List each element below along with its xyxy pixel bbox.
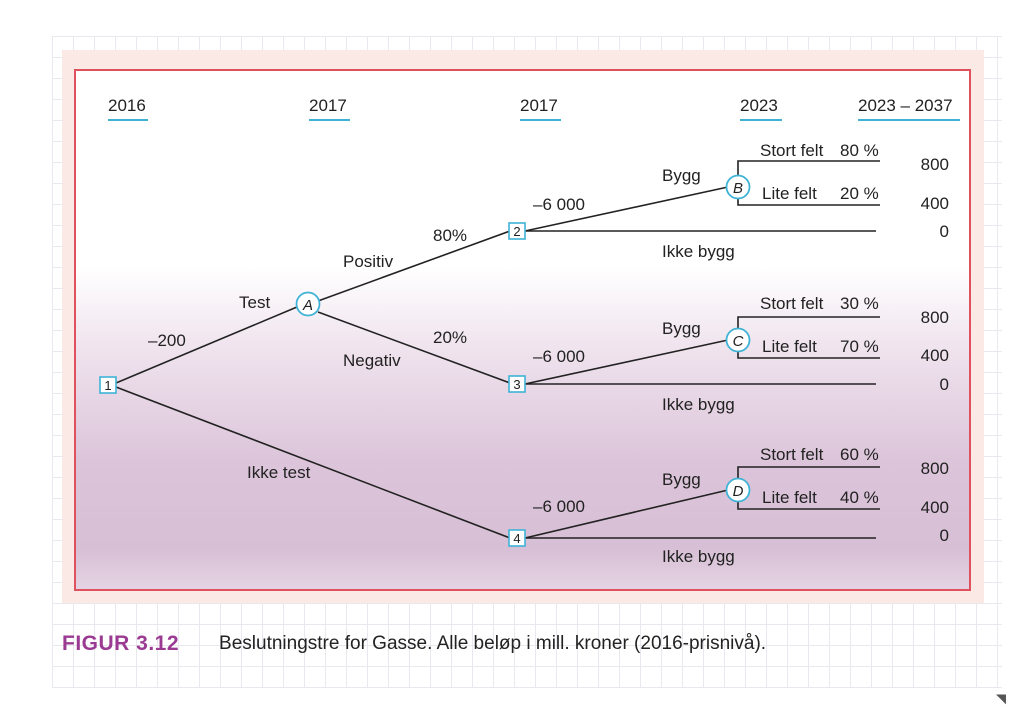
chance-nodes: A B C D: [295, 174, 751, 503]
build-label: Bygg: [662, 470, 701, 489]
payoff-small: 400: [921, 498, 949, 517]
small-field-label: Lite felt: [762, 488, 817, 507]
positive-probability: 80%: [433, 226, 467, 245]
small-field-probability: 20 %: [840, 184, 879, 203]
no-build-label: Ikke bygg: [662, 547, 735, 566]
node-label: 2: [513, 224, 520, 239]
edge-test: [115, 306, 298, 384]
chance-node-a: A: [295, 291, 321, 317]
branch-node-3-labels: –6 000 Bygg Ikke bygg Stort felt 30 % Li…: [533, 294, 949, 414]
no-test-label: Ikke test: [247, 463, 311, 482]
branch-node-4-labels: –6 000 Bygg Ikke bygg Stort felt 60 % Li…: [533, 445, 949, 566]
node-label: C: [733, 333, 744, 350]
node-label: A: [302, 297, 313, 314]
build-cost-label: –6 000: [533, 195, 585, 214]
year-label: 2017: [309, 96, 347, 115]
chance-node-b: B: [725, 174, 751, 200]
year-label: 2023: [740, 96, 778, 115]
edge-big-field: [737, 466, 880, 490]
edge-build: [524, 489, 729, 539]
negative-label: Negativ: [343, 351, 401, 370]
big-field-label: Stort felt: [760, 445, 824, 464]
edge-no-test: [115, 386, 511, 539]
year-label: 2017: [520, 96, 558, 115]
big-field-label: Stort felt: [760, 294, 824, 313]
decision-node-3: 3: [508, 375, 526, 393]
branch-node-2-labels: –6 000 Bygg Ikke bygg Stort felt 80 % Li…: [533, 141, 949, 261]
no-build-label: Ikke bygg: [662, 242, 735, 261]
stage-one-labels: –200 Test Ikke test Positiv Negativ 80% …: [148, 226, 467, 482]
payoff-none: 0: [940, 375, 949, 394]
figure-caption-text: Beslutningstre for Gasse. Alle beløp i m…: [219, 633, 767, 654]
edge-build: [524, 339, 729, 385]
edge-positive: [317, 230, 511, 302]
positive-label: Positiv: [343, 252, 394, 271]
test-cost-label: –200: [148, 331, 186, 350]
payoff-none: 0: [940, 526, 949, 545]
big-field-probability: 60 %: [840, 445, 879, 464]
payoff-big: 800: [921, 459, 949, 478]
small-field-probability: 40 %: [840, 488, 879, 507]
small-field-probability: 70 %: [840, 337, 879, 356]
big-field-label: Stort felt: [760, 141, 824, 160]
small-field-label: Lite felt: [762, 184, 817, 203]
chance-node-d: D: [725, 477, 751, 503]
build-cost-label: –6 000: [533, 497, 585, 516]
edge-negative: [317, 311, 511, 384]
year-header: 2016 2017 2017 2023 2023 – 2037: [108, 96, 960, 121]
edge-build: [524, 186, 729, 232]
year-label: 2023 – 2037: [858, 96, 953, 115]
negative-probability: 20%: [433, 328, 467, 347]
payoff-none: 0: [940, 222, 949, 241]
node-label: 3: [513, 377, 520, 392]
year-label: 2016: [108, 96, 146, 115]
node-label: B: [733, 180, 743, 197]
payoff-small: 400: [921, 346, 949, 365]
figure-inner-frame: [74, 69, 971, 591]
payoff-big: 800: [921, 155, 949, 174]
decision-node-1: 1: [99, 376, 117, 394]
build-label: Bygg: [662, 319, 701, 338]
small-field-label: Lite felt: [762, 337, 817, 356]
figure-number: FIGUR 3.12: [62, 632, 180, 655]
node-label: 4: [513, 531, 520, 546]
build-cost-label: –6 000: [533, 347, 585, 366]
payoff-big: 800: [921, 308, 949, 327]
big-field-probability: 30 %: [840, 294, 879, 313]
decision-nodes: 1 2 3 4: [99, 222, 526, 547]
chance-node-c: C: [725, 327, 751, 353]
test-label: Test: [239, 293, 270, 312]
node-label: D: [733, 483, 744, 500]
decision-node-4: 4: [508, 529, 526, 547]
big-field-probability: 80 %: [840, 141, 879, 160]
build-label: Bygg: [662, 166, 701, 185]
decision-node-2: 2: [508, 222, 526, 240]
figure-caption: FIGUR 3.12 Beslutningstre for Gasse. All…: [62, 632, 766, 656]
node-label: 1: [104, 378, 111, 393]
payoff-small: 400: [921, 194, 949, 213]
no-build-label: Ikke bygg: [662, 395, 735, 414]
